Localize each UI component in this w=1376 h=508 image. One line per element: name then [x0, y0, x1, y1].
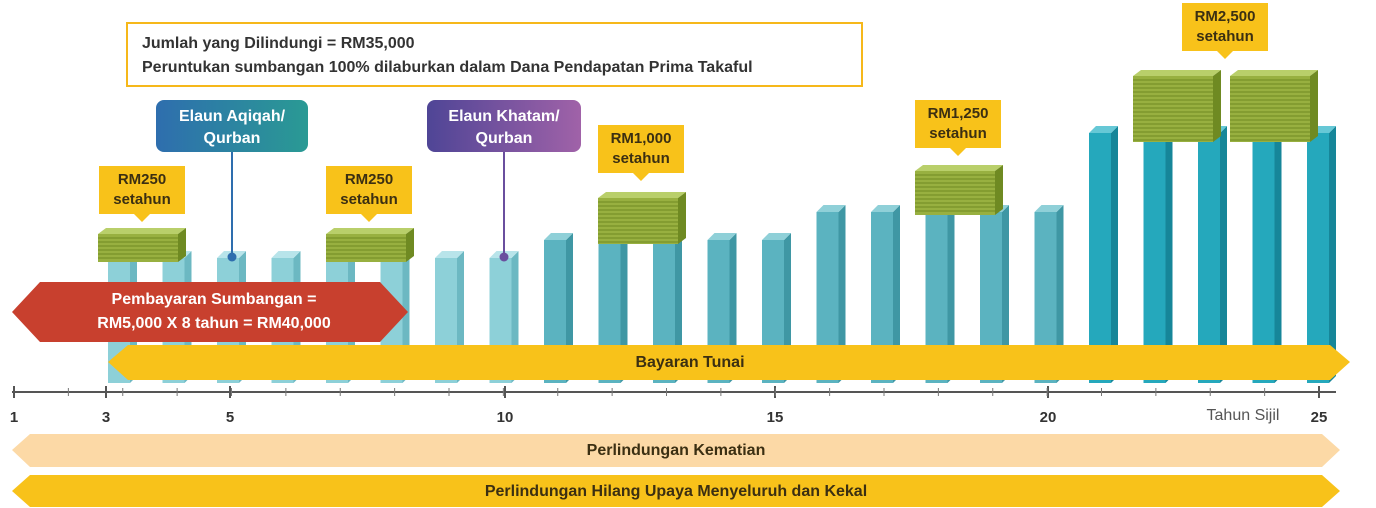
money-front	[915, 171, 995, 215]
axis-tick-label: 3	[102, 409, 110, 426]
payout-label-text: RM2,500	[1195, 8, 1256, 25]
axis-tick-label: 10	[497, 409, 514, 426]
money-top	[1133, 70, 1221, 76]
axis-label: Tahun Sijil	[1207, 407, 1280, 424]
money-front	[598, 198, 678, 244]
coverage-text: Perlindungan Kematian	[587, 442, 766, 459]
money-side	[1310, 70, 1318, 142]
money-stacks	[98, 70, 1318, 262]
axis-tick-label: 1	[10, 409, 18, 426]
money-top	[98, 228, 186, 234]
bar-side	[1220, 126, 1227, 383]
money-side	[178, 228, 186, 262]
callout-text: Elaun Aqiqah/	[179, 108, 286, 125]
bar-side	[1275, 126, 1282, 383]
bars	[108, 126, 1336, 383]
axis-tick-label: 20	[1040, 409, 1057, 426]
info-line: Peruntukan sumbangan 100% dilaburkan dal…	[142, 59, 753, 76]
axis-tick-label: 5	[226, 409, 234, 426]
payout-label-text: setahun	[113, 191, 171, 208]
callout-text: Elaun Khatam/	[448, 108, 560, 125]
money-top	[598, 192, 686, 198]
payout-label-text: RM1,000	[611, 130, 672, 147]
cash-text: Bayaran Tunai	[635, 354, 744, 371]
callout-text: Qurban	[204, 130, 261, 147]
callout-dot	[500, 253, 509, 262]
payout-label-text: setahun	[929, 125, 987, 142]
coverage-text: Perlindungan Hilang Upaya Menyeluruh dan…	[485, 483, 867, 500]
money-side	[995, 165, 1003, 215]
money-top	[326, 228, 414, 234]
payout-label-text: RM1,250	[928, 105, 989, 122]
contribution-text: RM5,000 X 8 tahun = RM40,000	[97, 315, 331, 332]
callout-dot	[228, 253, 237, 262]
axis-tick-label: 25	[1311, 409, 1328, 426]
axis-tick-label: 15	[767, 409, 784, 426]
money-side	[678, 192, 686, 244]
bar-side	[1111, 126, 1118, 383]
info-line: Jumlah yang Dilindungi = RM35,000	[142, 35, 415, 52]
money-top	[1230, 70, 1318, 76]
contribution-text: Pembayaran Sumbangan =	[112, 291, 317, 308]
payout-label-text: RM250	[118, 171, 166, 188]
money-side	[1213, 70, 1221, 142]
bar-side	[1329, 126, 1336, 383]
bar-side	[1166, 126, 1173, 383]
payout-label-text: RM250	[345, 171, 393, 188]
money-side	[406, 228, 414, 262]
money-top	[915, 165, 1003, 171]
infographic: Jumlah yang Dilindungi = RM35,000 Perunt…	[0, 0, 1376, 508]
info-box	[127, 23, 862, 86]
payout-label-text: setahun	[1196, 28, 1254, 45]
payout-label-text: setahun	[340, 191, 398, 208]
payout-label-text: setahun	[612, 150, 670, 167]
callout-text: Qurban	[476, 130, 533, 147]
